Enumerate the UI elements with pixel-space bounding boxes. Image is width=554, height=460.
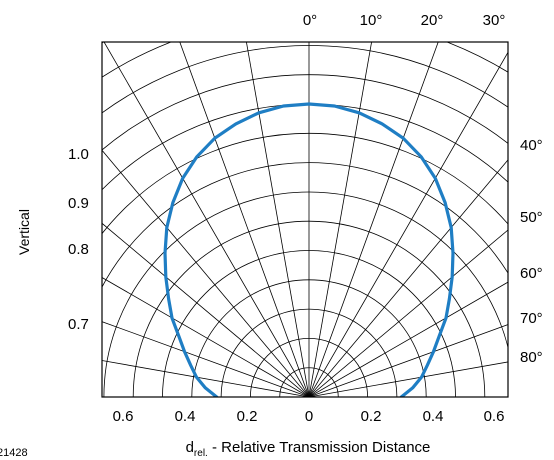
grid-spoke xyxy=(102,222,310,397)
x-tick-label: 0 xyxy=(305,408,313,425)
grid-spoke xyxy=(102,360,310,397)
grid-spoke xyxy=(308,159,508,397)
angle-tick-label: 70° xyxy=(520,310,543,327)
grid-spoke xyxy=(102,149,310,397)
grid-spoke xyxy=(179,42,310,397)
y-tick-label: 0.9 xyxy=(68,195,89,212)
x-tick-label: 0.2 xyxy=(361,408,382,425)
angle-tick-label: 0° xyxy=(303,12,317,29)
grid-spoke xyxy=(308,42,373,397)
y-axis-label: Vertical xyxy=(16,209,32,255)
tick-labels: 0° 10° 20° 30° 40° 50° 60° 70° 80° 1.0 0.9 0.8 0.7 0.… xyxy=(68,12,543,425)
grid-spoke xyxy=(103,42,310,397)
angle-tick-label: 60° xyxy=(520,265,543,282)
x-tick-label: 0.6 xyxy=(484,408,505,425)
x-axis-label-subscript: rel. xyxy=(194,448,208,459)
grid-spoke xyxy=(245,42,310,397)
y-tick-label: 0.8 xyxy=(68,241,89,258)
angle-tick-label: 20° xyxy=(421,12,444,29)
grid-spoke xyxy=(102,277,310,397)
x-tick-label: 0.4 xyxy=(175,408,196,425)
y-tick-label: 1.0 xyxy=(68,146,89,163)
grid-spoke xyxy=(308,51,508,397)
x-tick-label: 0.4 xyxy=(423,408,444,425)
plot-frame xyxy=(101,41,509,398)
y-tick-label: 0.7 xyxy=(68,316,89,333)
series-curve xyxy=(163,102,455,397)
series-layer xyxy=(163,102,455,397)
grid-spoke xyxy=(308,42,439,397)
angle-tick-label: 80° xyxy=(520,349,543,366)
figure-id: 21428 xyxy=(0,447,28,459)
angle-tick-label: 10° xyxy=(360,12,383,29)
x-axis-label: drel. - Relative Transmission Distance xyxy=(186,439,431,459)
x-tick-label: 0.2 xyxy=(237,408,258,425)
grid-spoke xyxy=(308,361,508,397)
x-axis-label-main: d xyxy=(186,439,194,456)
grid-spoke xyxy=(308,281,508,397)
angle-tick-label: 40° xyxy=(520,137,543,154)
grid-spoke xyxy=(308,229,508,397)
x-tick-label: 0.6 xyxy=(113,408,134,425)
angle-tick-label: 30° xyxy=(483,12,506,29)
x-axis-label-rest: - Relative Transmission Distance xyxy=(208,439,431,456)
polar-grid xyxy=(102,42,508,397)
angle-tick-label: 50° xyxy=(520,209,543,226)
